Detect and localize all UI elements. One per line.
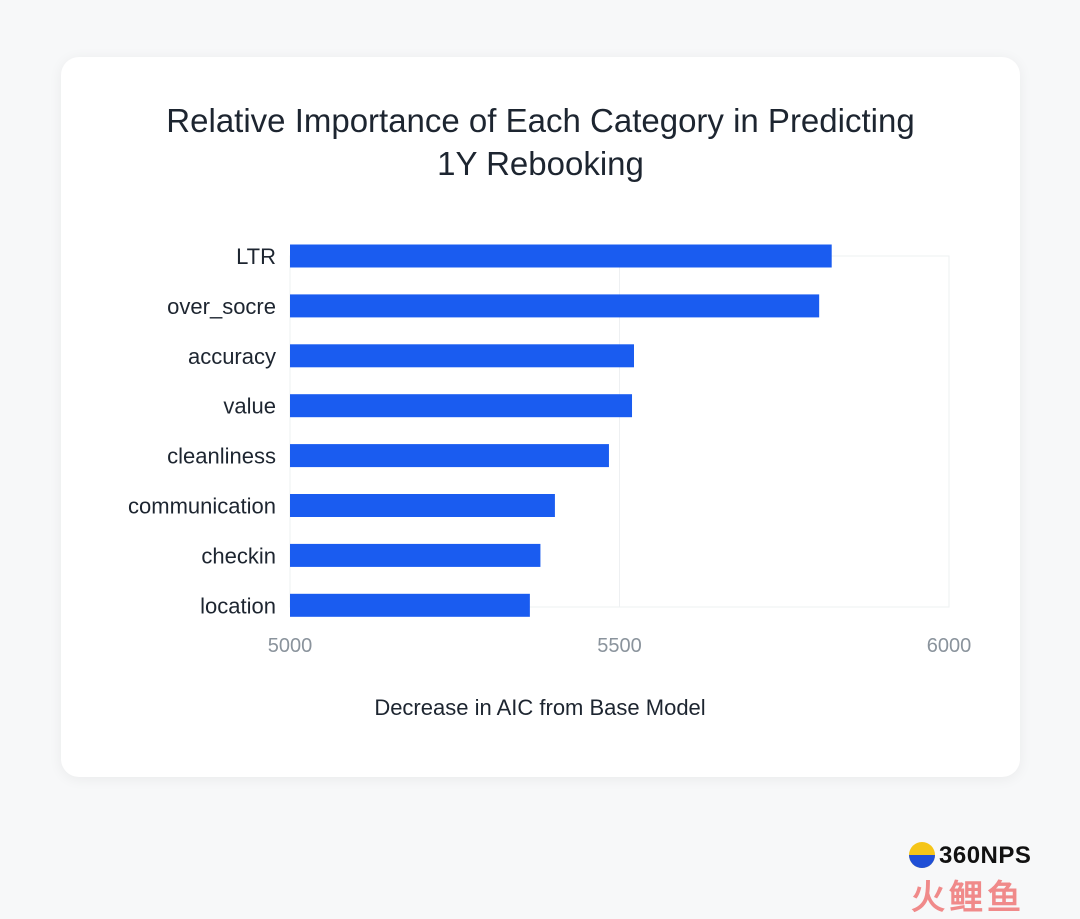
x-tick-label: 6000 [927,635,972,657]
bar-LTR [290,244,832,268]
bar-communication [290,494,555,517]
chart-title-line-2: 1Y Rebooking [437,145,644,182]
x-axis-label: Decrease in AIC from Base Model [374,695,705,720]
watermark: 360NPS 火鲤鱼 [905,838,1065,918]
y-tick-label: value [223,394,276,419]
y-tick-label: cleanliness [167,444,276,469]
chart-title: Relative Importance of Each Category in … [61,99,1020,185]
y-tick-label: accuracy [188,344,276,369]
bar-checkin [290,543,541,567]
chart-title-line-1: Relative Importance of Each Category in … [166,102,915,139]
bar-location [290,593,530,617]
x-tick-label: 5000 [268,635,313,657]
y-tick-label: communication [128,494,276,519]
y-tick-label: over_socre [167,294,276,319]
bar-over-socre [290,294,820,318]
x-tick-labels: 5000 5500 6000 [268,635,972,657]
x-tick-label: 5500 [597,635,642,657]
brand-logo-icon [909,842,935,868]
bar-cleanliness [290,444,609,468]
watermark-brand: 360NPS [939,842,1032,869]
y-tick-label: location [200,593,276,618]
y-tick-label: LTR [236,244,276,269]
bars [290,244,832,617]
bar-value [290,394,633,418]
y-tick-label: checkin [201,543,276,568]
bar-accuracy [290,344,634,368]
watermark-chinese: 火鲤鱼 [911,878,1025,918]
y-tick-labels: LTR over_socre accuracy value cleanliness com… [128,244,276,618]
